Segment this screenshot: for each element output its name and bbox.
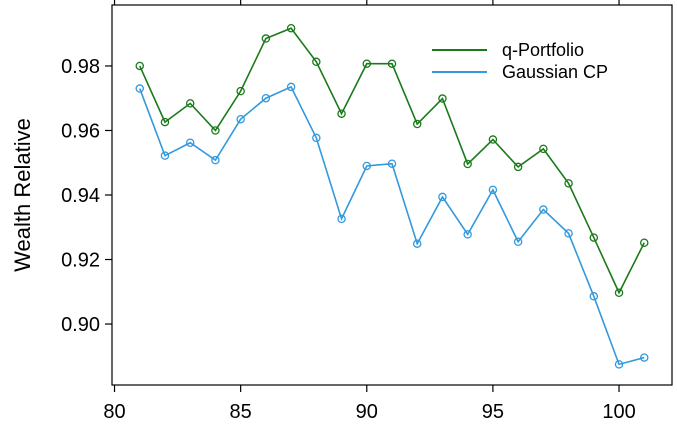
x-axis: 80 85 90 95 100: [103, 0, 636, 423]
data-point-gaussian-cp: [387, 159, 397, 168]
y-tick-label: 0.98: [61, 56, 100, 78]
y-tick-label: 0.96: [61, 120, 100, 142]
series-layer: [135, 23, 649, 369]
data-point-q-portfolio: [312, 57, 321, 67]
legend-label-gaussian-cp: Gaussian CP: [502, 62, 608, 82]
data-point-gaussian-cp: [362, 161, 372, 171]
data-point-q-portfolio: [160, 117, 170, 127]
series-line-q-portfolio: [139, 27, 645, 295]
data-point-gaussian-cp: [185, 138, 195, 147]
data-point-q-portfolio: [261, 34, 271, 43]
data-point-gaussian-cp: [412, 239, 422, 248]
data-point-q-portfolio: [387, 59, 397, 68]
x-tick-label: 95: [482, 401, 504, 423]
x-tick-label: 90: [356, 401, 378, 423]
x-tick-label: 85: [230, 401, 252, 423]
y-axis: 0.90 0.92 0.94 0.96 0.98: [61, 56, 112, 336]
data-point-q-portfolio: [185, 99, 195, 108]
data-point-gaussian-cp: [261, 93, 271, 103]
legend-label-q-portfolio: q-Portfolio: [502, 40, 584, 60]
data-point-q-portfolio: [438, 94, 447, 103]
data-point-gaussian-cp: [337, 214, 346, 224]
data-point-gaussian-cp: [211, 155, 220, 165]
data-point-gaussian-cp: [135, 84, 144, 93]
series-line-gaussian-cp: [139, 85, 645, 366]
data-point-q-portfolio: [412, 119, 422, 129]
data-point-q-portfolio: [236, 86, 245, 96]
data-point-q-portfolio: [564, 179, 573, 188]
data-point-q-portfolio: [640, 238, 649, 247]
data-point-gaussian-cp: [312, 133, 321, 143]
data-point-gaussian-cp: [286, 82, 296, 92]
x-tick-label: 80: [103, 401, 125, 423]
data-point-gaussian-cp: [539, 205, 548, 214]
y-tick-label: 0.90: [61, 314, 100, 336]
data-point-gaussian-cp: [160, 151, 170, 160]
data-point-gaussian-cp: [564, 229, 573, 238]
data-point-q-portfolio: [589, 233, 599, 242]
data-point-gaussian-cp: [589, 292, 599, 301]
data-point-q-portfolio: [463, 159, 472, 169]
data-point-q-portfolio: [286, 23, 296, 33]
data-point-q-portfolio: [614, 288, 624, 297]
data-point-gaussian-cp: [463, 230, 472, 239]
data-point-gaussian-cp: [488, 185, 498, 195]
data-point-q-portfolio: [135, 61, 144, 71]
data-point-q-portfolio: [513, 162, 523, 172]
data-point-gaussian-cp: [640, 353, 649, 362]
data-point-q-portfolio: [211, 126, 220, 135]
y-axis-title: Wealth Relative: [10, 118, 35, 272]
x-tick-label: 100: [602, 401, 635, 423]
data-point-q-portfolio: [539, 144, 548, 154]
data-point-gaussian-cp: [614, 360, 624, 369]
data-point-gaussian-cp: [236, 114, 245, 124]
data-point-q-portfolio: [488, 135, 498, 144]
data-point-q-portfolio: [362, 59, 372, 68]
y-tick-label: 0.94: [61, 185, 100, 207]
data-point-q-portfolio: [337, 109, 346, 118]
data-point-gaussian-cp: [513, 237, 523, 247]
data-point-gaussian-cp: [438, 192, 447, 202]
y-tick-label: 0.92: [61, 250, 100, 272]
